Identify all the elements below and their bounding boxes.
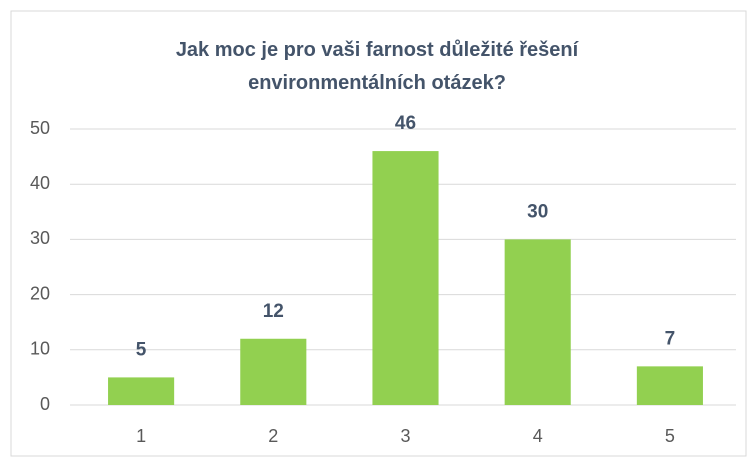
bar	[636, 366, 703, 405]
chart-title: Jak moc je pro vaši farnost důležité řeš…	[175, 39, 579, 94]
x-tick-label: 1	[136, 426, 146, 446]
data-label: 7	[665, 328, 676, 349]
x-tick-label: 4	[533, 426, 543, 446]
x-tick-label: 2	[268, 426, 278, 446]
x-tick-label: 5	[665, 426, 675, 446]
bar	[108, 377, 175, 405]
y-tick-label: 10	[30, 339, 50, 359]
bar	[504, 239, 571, 405]
y-tick-label: 0	[40, 394, 50, 414]
y-tick-label: 30	[30, 228, 50, 248]
bar	[240, 338, 307, 405]
data-label: 5	[136, 339, 147, 360]
data-label: 12	[263, 301, 284, 322]
y-tick-label: 40	[30, 173, 50, 193]
data-label: 46	[395, 113, 416, 134]
chart-border	[10, 10, 747, 457]
bar	[372, 151, 439, 405]
y-tick-label: 50	[30, 118, 50, 138]
data-label: 30	[527, 201, 548, 222]
y-tick-label: 20	[30, 283, 50, 303]
x-tick-label: 3	[400, 426, 410, 446]
